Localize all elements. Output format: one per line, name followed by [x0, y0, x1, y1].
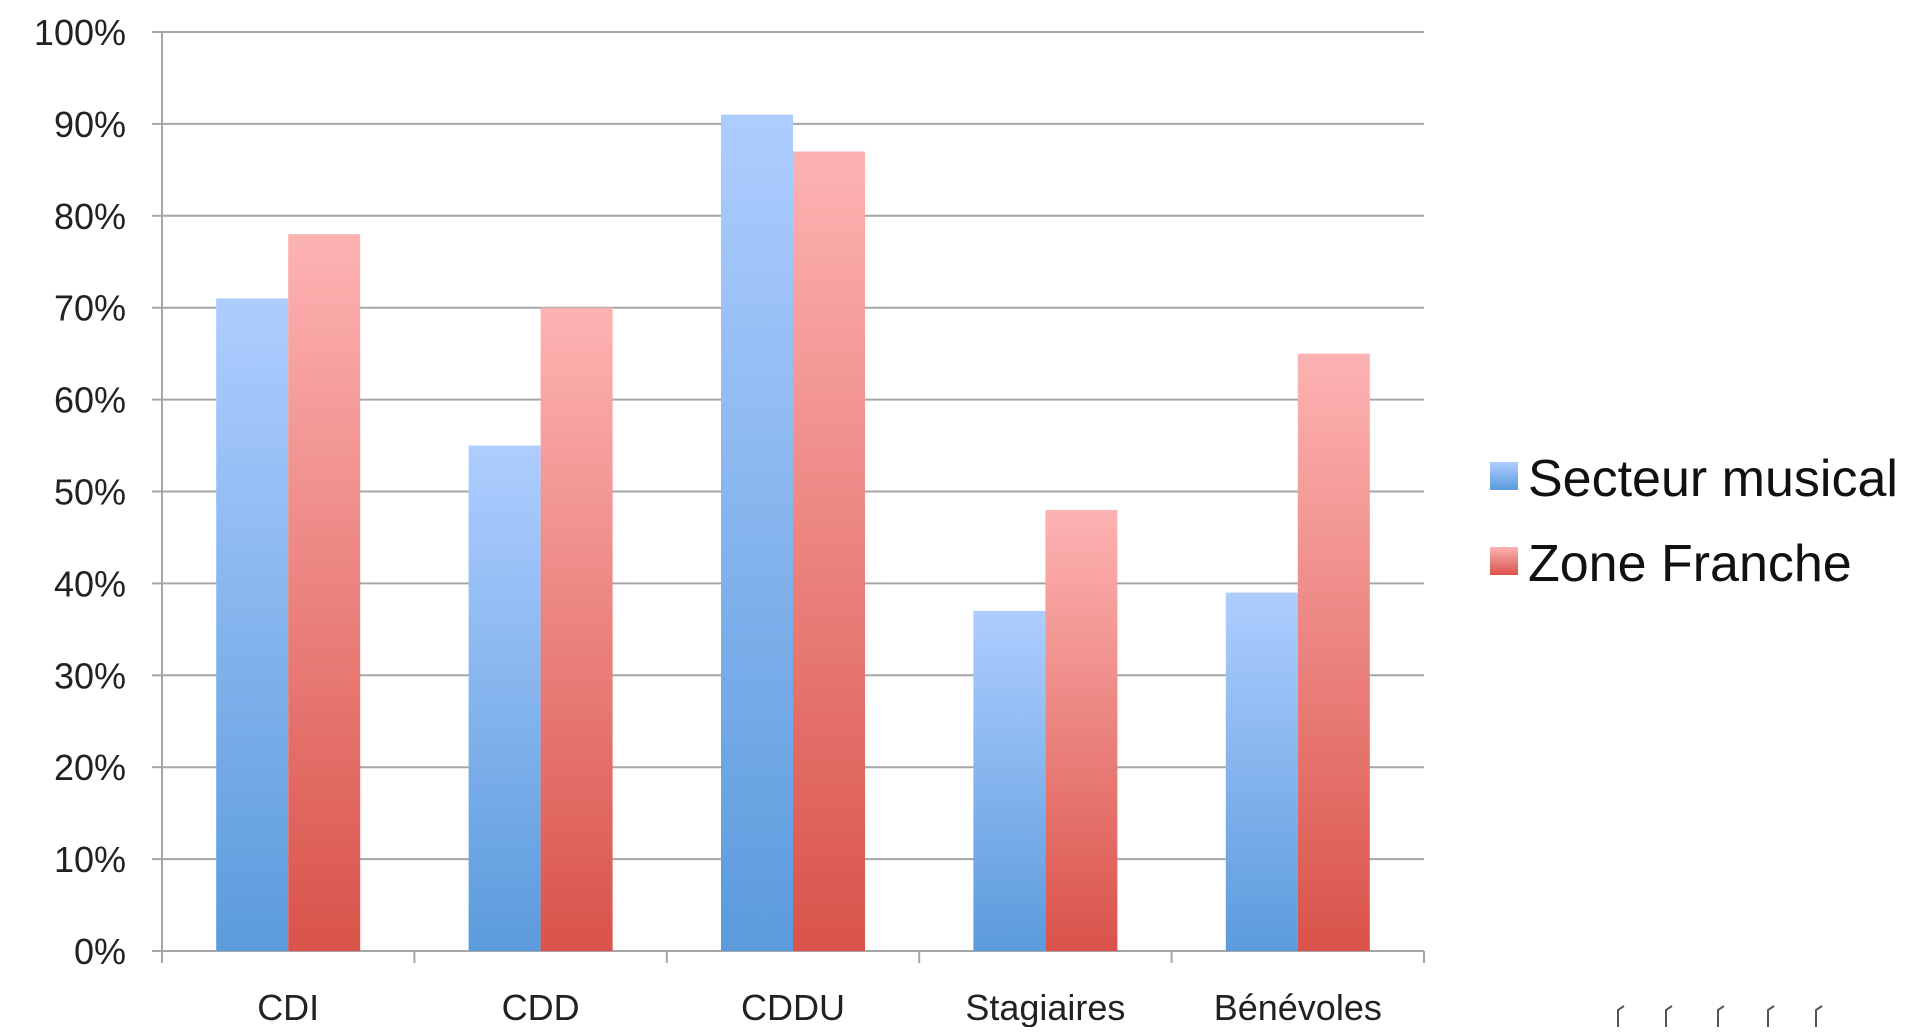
legend-label: Secteur musical: [1528, 450, 1898, 508]
bar: [1225, 592, 1298, 951]
y-tick-label: 80%: [54, 196, 126, 237]
bar: [468, 445, 541, 951]
y-axis: 0% 10% 20% 30% 40% 50% 60% 70% 80% 90% 100%: [34, 12, 163, 972]
bar: [288, 234, 361, 951]
y-tick-label: 10%: [54, 839, 126, 880]
bar: [793, 151, 865, 952]
bar: [540, 307, 613, 951]
bar: [721, 114, 793, 951]
y-tick-label: 0%: [74, 931, 126, 972]
x-axis: CDI CDD CDDU Stagiaires Bénévoles: [161, 950, 1425, 1028]
x-tick-label: CDI: [257, 987, 319, 1027]
legend-swatch: [1490, 547, 1518, 575]
legend-swatch: [1490, 462, 1518, 490]
y-tick-label: 70%: [54, 288, 126, 329]
legend: Secteur musical Zone Franche: [1490, 450, 1898, 593]
bar: [973, 610, 1046, 951]
bar: [216, 298, 289, 951]
x-tick-label: Bénévoles: [1214, 987, 1382, 1027]
x-tick-label: CDD: [502, 987, 580, 1027]
decorative-mark: [1767, 1005, 1775, 1027]
x-tick-label: CDDU: [741, 987, 845, 1027]
y-tick-label: 40%: [54, 563, 126, 604]
legend-label: Zone Franche: [1528, 535, 1852, 593]
y-tick-label: 30%: [54, 655, 126, 696]
y-tick-label: 100%: [34, 12, 126, 53]
x-tick-label: Stagiaires: [965, 987, 1125, 1027]
bars: [216, 114, 1370, 952]
y-tick-label: 60%: [54, 380, 126, 421]
bar: [1045, 509, 1118, 951]
decorative-marks: [1617, 1005, 1823, 1027]
y-tick-label: 20%: [54, 747, 126, 788]
decorative-mark: [1815, 1005, 1823, 1027]
bar: [1297, 353, 1370, 951]
y-tick-label: 50%: [54, 472, 126, 513]
decorative-mark: [1717, 1005, 1725, 1027]
decorative-mark: [1617, 1005, 1625, 1027]
decorative-mark: [1665, 1005, 1673, 1027]
y-tick-label: 90%: [54, 104, 126, 145]
